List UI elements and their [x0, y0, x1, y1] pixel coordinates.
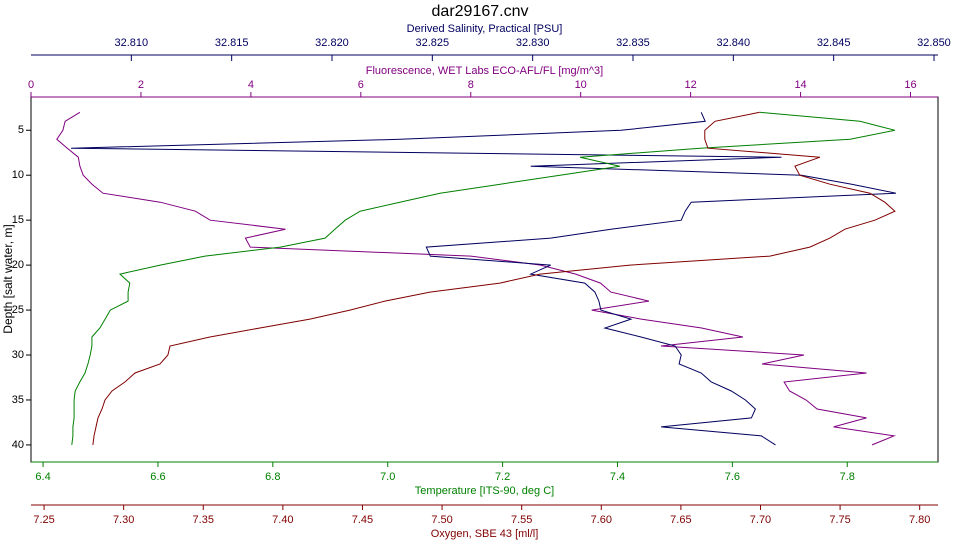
- y-tick-label: 15: [12, 214, 24, 226]
- x-tick-label: 7.70: [750, 514, 771, 526]
- x-tick-label: 32.835: [616, 37, 650, 49]
- y-tick-label: 5: [18, 124, 24, 136]
- x-tick-label: 16: [904, 79, 916, 91]
- x-tick-label: 10: [575, 79, 587, 91]
- y-axis-title: Depth [salt water, m]: [1, 224, 15, 333]
- x-tick-label: 32.815: [215, 37, 249, 49]
- x-tick-label: 7.35: [193, 514, 214, 526]
- x-tick-label: 7.40: [272, 514, 293, 526]
- chart-title: dar29167.cnv: [432, 3, 529, 20]
- x-tick-label: 7.80: [909, 514, 930, 526]
- series-line: [71, 111, 896, 445]
- x-tick-label: 7.25: [33, 514, 54, 526]
- x-tick-label: 32.850: [917, 37, 951, 49]
- y-tick-label: 40: [12, 439, 24, 451]
- x-tick-label: 8: [468, 79, 474, 91]
- y-tick-label: 20: [12, 259, 24, 271]
- x-tick-label: 7.30: [113, 514, 134, 526]
- x-tick-label: 7.2: [495, 471, 510, 483]
- x-tick-label: 7.4: [610, 471, 625, 483]
- x-tick-label: 2: [138, 79, 144, 91]
- x-tick-label: 7.0: [380, 471, 395, 483]
- x-axis-title: Derived Salinity, Practical [PSU]: [407, 23, 563, 35]
- series-line: [92, 111, 896, 445]
- x-tick-label: 7.55: [511, 514, 532, 526]
- x-tick-label: 32.820: [315, 37, 349, 49]
- x-tick-label: 32.825: [415, 37, 449, 49]
- x-tick-label: 7.75: [829, 514, 850, 526]
- x-tick-label: 32.810: [115, 37, 149, 49]
- x-axis-title: Temperature [ITS-90, deg C]: [415, 485, 554, 497]
- x-tick-label: 7.65: [670, 514, 691, 526]
- x-axis-title: Oxygen, SBE 43 [ml/l]: [431, 528, 539, 540]
- x-tick-label: 32.845: [817, 37, 851, 49]
- x-tick-label: 6.8: [265, 471, 280, 483]
- x-tick-label: 12: [685, 79, 697, 91]
- y-tick-label: 30: [12, 349, 24, 361]
- y-tick-label: 10: [12, 169, 24, 181]
- x-tick-label: 0: [28, 79, 34, 91]
- x-tick-label: 7.6: [725, 471, 740, 483]
- x-tick-label: 7.45: [352, 514, 373, 526]
- x-tick-label: 32.830: [516, 37, 550, 49]
- x-tick-label: 7.8: [840, 471, 855, 483]
- y-tick-label: 35: [12, 394, 24, 406]
- series-line: [56, 111, 896, 446]
- x-tick-label: 32.840: [716, 37, 750, 49]
- x-tick-label: 7.50: [431, 514, 452, 526]
- series-line: [71, 112, 896, 446]
- x-tick-label: 6.4: [35, 471, 50, 483]
- x-tick-label: 6.6: [150, 471, 165, 483]
- x-tick-label: 6: [358, 79, 364, 91]
- x-axis-title: Fluorescence, WET Labs ECO-AFL/FL [mg/m^…: [366, 65, 603, 77]
- x-tick-label: 4: [248, 79, 254, 91]
- x-tick-label: 14: [794, 79, 806, 91]
- y-tick-label: 25: [12, 304, 24, 316]
- x-tick-label: 7.60: [591, 514, 612, 526]
